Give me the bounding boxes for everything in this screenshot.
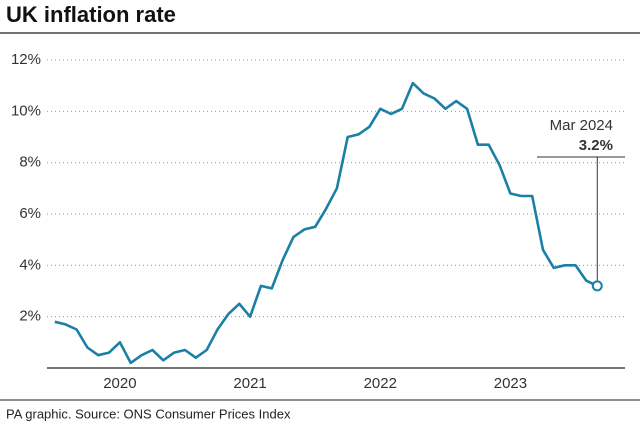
- y-tick-label: 2%: [19, 308, 41, 325]
- y-tick-label: 12%: [11, 51, 41, 68]
- y-tick-label: 6%: [19, 205, 41, 222]
- end-point: [591, 280, 603, 292]
- y-tick-label: 10%: [11, 102, 41, 119]
- chart-title: UK inflation rate: [6, 2, 176, 27]
- x-tick-label: 2021: [233, 375, 266, 392]
- annotation-date: Mar 2024: [550, 117, 613, 134]
- annotation-value: 3.2%: [579, 137, 613, 154]
- x-tick-label: 2020: [103, 375, 136, 392]
- x-tick-label: 2023: [494, 375, 527, 392]
- x-tick-label: 2022: [364, 375, 397, 392]
- y-tick-label: 8%: [19, 154, 41, 171]
- data-line: [54, 81, 598, 365]
- source: PA graphic. Source: ONS Consumer Prices …: [6, 406, 291, 421]
- y-tick-label: 4%: [19, 256, 41, 273]
